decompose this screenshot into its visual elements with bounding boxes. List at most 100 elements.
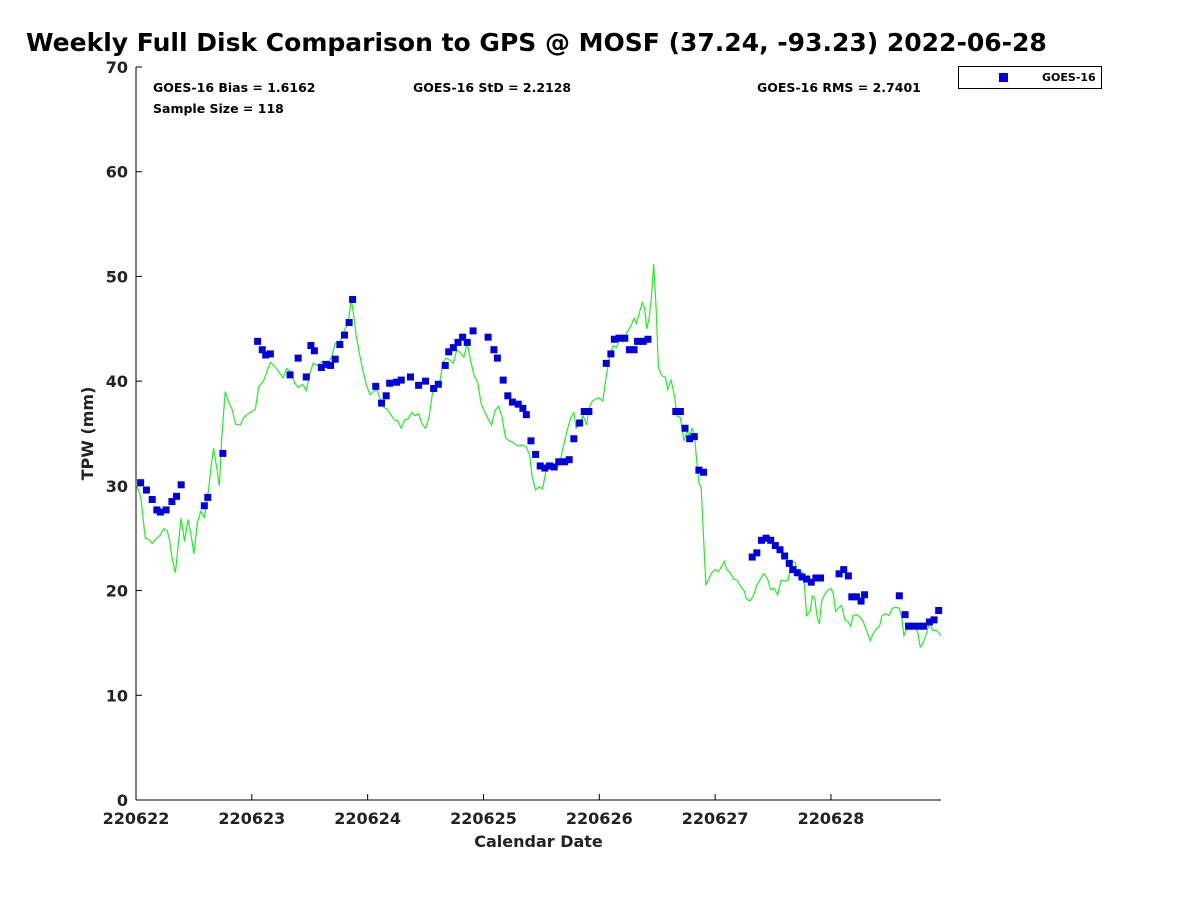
goes16-point bbox=[905, 622, 913, 630]
goes16-point bbox=[317, 364, 325, 372]
x-axis-title: Calendar Date bbox=[474, 832, 603, 851]
goes16-point bbox=[676, 408, 684, 416]
goes16-point bbox=[519, 404, 527, 412]
y-tick-label: 30 bbox=[106, 477, 128, 496]
goes16-point bbox=[935, 606, 943, 614]
goes16-point bbox=[266, 350, 274, 358]
goes16-point bbox=[200, 502, 208, 510]
goes16-point bbox=[449, 344, 457, 352]
goes16-point bbox=[681, 424, 689, 432]
goes16-point bbox=[422, 377, 430, 385]
goes16-point bbox=[915, 622, 923, 630]
goes16-point bbox=[340, 331, 348, 339]
goes16-point bbox=[336, 340, 344, 348]
goes16-point bbox=[177, 481, 185, 489]
legend-marker-goes16 bbox=[999, 73, 1008, 82]
rms-stat: GOES-16 RMS = 2.7401 bbox=[757, 80, 921, 95]
goes16-point bbox=[561, 458, 569, 466]
goes16-point bbox=[762, 534, 770, 542]
goes16-point bbox=[602, 359, 610, 367]
goes16-point bbox=[695, 466, 703, 474]
goes16-point bbox=[580, 408, 588, 416]
goes16-point bbox=[798, 573, 806, 581]
goes16-point bbox=[686, 435, 694, 443]
goes16-point bbox=[331, 355, 339, 363]
goes16-point bbox=[634, 337, 642, 345]
goes16-point bbox=[393, 378, 401, 386]
goes16-point bbox=[700, 468, 708, 476]
goes16-point bbox=[610, 335, 618, 343]
goes16-point bbox=[142, 486, 150, 494]
goes16-point bbox=[925, 618, 933, 626]
goes16-point bbox=[490, 346, 498, 354]
goes16-point bbox=[302, 373, 310, 381]
goes16-point bbox=[168, 498, 176, 506]
goes16-point bbox=[514, 400, 522, 408]
x-tick-label: 220624 bbox=[334, 809, 401, 828]
goes16-point bbox=[162, 506, 170, 514]
chart-title: Weekly Full Disk Comparison to GPS @ MOS… bbox=[26, 28, 1047, 57]
goes16-point bbox=[372, 382, 380, 390]
goes16-point bbox=[294, 354, 302, 362]
goes16-point bbox=[504, 392, 512, 400]
goes16-point bbox=[771, 542, 779, 550]
goes16-point bbox=[857, 597, 865, 605]
goes16-point bbox=[585, 408, 593, 416]
x-tick-label: 220625 bbox=[450, 809, 517, 828]
goes16-point bbox=[615, 334, 623, 342]
goes16-point bbox=[757, 536, 765, 544]
sample-size-stat: Sample Size = 118 bbox=[153, 101, 284, 116]
stats-annotations: GOES-16 Bias = 1.6162 GOES-16 StD = 2.212… bbox=[153, 80, 921, 116]
goes16-point bbox=[430, 384, 438, 392]
x-tick-label: 220628 bbox=[798, 809, 865, 828]
goes16-point bbox=[386, 379, 394, 387]
goes16-point bbox=[672, 408, 680, 416]
goes16-point bbox=[807, 578, 815, 586]
goes16-point bbox=[310, 347, 318, 355]
goes16-point bbox=[434, 380, 442, 388]
goes16-point bbox=[546, 462, 554, 470]
goes16-point bbox=[861, 591, 869, 599]
goes16-point bbox=[630, 346, 638, 354]
goes16-point bbox=[920, 622, 928, 630]
x-tick-label: 220623 bbox=[218, 809, 285, 828]
goes16-point bbox=[382, 392, 390, 400]
goes16-point bbox=[349, 295, 357, 303]
legend: GOES-16 bbox=[958, 66, 1102, 89]
y-tick-label: 60 bbox=[106, 163, 128, 182]
goes16-point bbox=[508, 398, 516, 406]
goes16-point bbox=[463, 338, 471, 346]
goes16-point bbox=[454, 338, 462, 346]
goes16-point bbox=[397, 376, 405, 384]
goes16-point bbox=[219, 449, 227, 457]
y-tick-label: 20 bbox=[106, 582, 128, 601]
goes16-point bbox=[522, 411, 530, 419]
goes16-point bbox=[565, 456, 573, 464]
goes16-point bbox=[493, 354, 501, 362]
legend-label-goes16: GOES-16 bbox=[1042, 71, 1096, 84]
goes16-point bbox=[156, 508, 164, 516]
goes16-point bbox=[835, 570, 843, 578]
goes16-point bbox=[840, 566, 848, 574]
y-tick-label: 50 bbox=[106, 267, 128, 286]
goes16-point bbox=[607, 350, 615, 358]
goes16-point bbox=[550, 463, 558, 471]
legend-box bbox=[958, 66, 1102, 89]
goes16-point bbox=[852, 593, 860, 601]
goes16-point bbox=[204, 493, 212, 501]
goes16-point bbox=[848, 593, 856, 601]
goes16-point bbox=[459, 333, 467, 341]
goes16-point bbox=[541, 464, 549, 472]
goes16-point bbox=[254, 337, 262, 345]
goes16-point bbox=[785, 559, 793, 567]
goes16-point bbox=[262, 351, 270, 359]
goes16-point bbox=[258, 346, 266, 354]
y-tick-label: 70 bbox=[106, 58, 128, 77]
goes16-point bbox=[322, 360, 330, 368]
goes16-point bbox=[536, 462, 544, 470]
goes16-point bbox=[527, 437, 535, 445]
goes16-point bbox=[570, 435, 578, 443]
goes16-point bbox=[576, 419, 584, 427]
y-axis-title: TPW (mm) bbox=[78, 387, 97, 481]
